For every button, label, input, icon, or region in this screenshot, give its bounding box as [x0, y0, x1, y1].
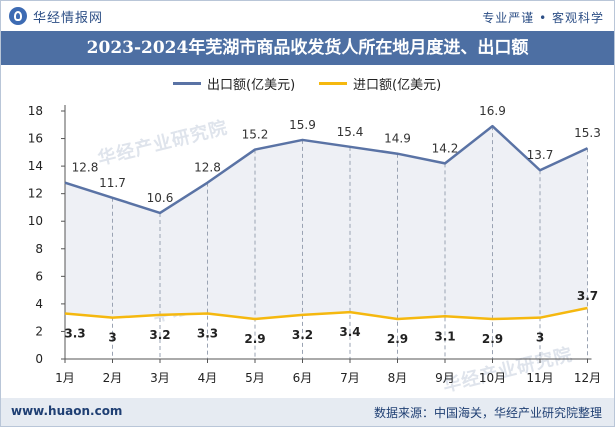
- huajing-logo-icon: [9, 7, 27, 25]
- data-label-export: 10.6: [147, 191, 174, 205]
- data-label-import: 3.3: [64, 327, 85, 341]
- y-tick-label: 12: [28, 187, 43, 201]
- x-tick-label: 10月: [479, 371, 506, 385]
- data-label-import: 3.4: [339, 325, 360, 339]
- series-line-export: [64, 124, 589, 215]
- legend-item-export[interactable]: 出口额(亿美元): [173, 73, 295, 93]
- x-tick-label: 3月: [150, 371, 170, 385]
- y-tick-label: 0: [35, 352, 43, 366]
- data-label-import: 3.7: [577, 289, 598, 303]
- data-label-export: 15.4: [337, 125, 364, 139]
- footer-url[interactable]: www.huaon.com: [11, 404, 123, 418]
- y-tick-label: 10: [28, 214, 43, 228]
- y-tick-label: 4: [35, 297, 43, 311]
- data-label-export: 16.9: [479, 104, 506, 118]
- top-bar: 华经情报网 专业严谨 • 客观科学: [1, 1, 614, 31]
- brand-name: 华经情报网: [33, 10, 104, 26]
- chart-title: 2023-2024年芜湖市商品收发货人所在地月度进、出口额: [86, 38, 529, 58]
- legend-label-import: 进口额(亿美元): [353, 77, 442, 93]
- data-label-import: 3.2: [292, 328, 313, 342]
- brand[interactable]: 华经情报网: [9, 7, 104, 26]
- x-tick-label: 7月: [340, 371, 360, 385]
- data-label-export: 15.3: [574, 126, 601, 140]
- y-tick-label: 14: [28, 159, 43, 173]
- data-label-import: 3: [536, 331, 544, 345]
- line-chart: 0 2 4 6 8 10 12 14 16 18 1月 2月 3月 4月 5月 6月 7月 8月 9月 10月 11月 1…: [28, 104, 601, 385]
- data-label-import: 2.9: [244, 332, 265, 346]
- y-tick-label: 18: [28, 104, 43, 118]
- chart-legend: 出口额(亿美元) 进口额(亿美元): [1, 73, 614, 93]
- x-tick-label: 6月: [293, 371, 313, 385]
- legend-swatch-import: [319, 81, 347, 85]
- y-tick-label: 16: [28, 132, 43, 146]
- x-tick-label: 1月: [55, 371, 75, 385]
- title-bar: 2023-2024年芜湖市商品收发货人所在地月度进、出口额: [1, 31, 614, 65]
- x-tick-label: 5月: [245, 371, 265, 385]
- legend-swatch-export: [173, 81, 201, 85]
- x-tick-label: 9月: [435, 371, 455, 385]
- data-label-export: 12.8: [194, 161, 221, 175]
- y-tick-label: 8: [35, 242, 43, 256]
- footer-source: 数据来源：中国海关，华经产业研究院整理: [373, 406, 602, 420]
- data-label-export: 11.7: [99, 176, 126, 190]
- x-tick-label: 4月: [198, 371, 218, 385]
- x-tick-label: 8月: [388, 371, 408, 385]
- legend-label-export: 出口额(亿美元): [207, 77, 296, 93]
- data-label-export: 13.7: [527, 148, 554, 162]
- x-tick-label: 12月: [574, 371, 601, 385]
- y-tick-label: 6: [35, 269, 43, 283]
- data-label-export: 12.8: [72, 161, 99, 175]
- data-label-export: 14.9: [384, 132, 411, 146]
- data-label-export: 15.9: [289, 118, 316, 132]
- data-label-import: 3: [108, 331, 116, 345]
- x-tick-label: 11月: [526, 371, 553, 385]
- data-label-import: 3.1: [434, 329, 455, 343]
- y-tick-label: 2: [35, 324, 43, 338]
- slogan: 专业严谨 • 客观科学: [482, 11, 604, 25]
- data-label-import: 2.9: [387, 332, 408, 346]
- x-tick-label: 2月: [103, 371, 123, 385]
- data-label-import: 3.3: [197, 327, 218, 341]
- data-label-import: 3.2: [149, 328, 170, 342]
- footer: www.huaon.com 数据来源：中国海关，华经产业研究院整理: [1, 398, 614, 426]
- data-label-export: 15.2: [242, 128, 269, 142]
- data-label-import: 2.9: [482, 332, 503, 346]
- export-area-fill: [65, 126, 588, 320]
- legend-item-import[interactable]: 进口额(亿美元): [319, 73, 441, 93]
- series-line-import: [64, 306, 588, 321]
- data-label-export: 14.2: [432, 141, 459, 155]
